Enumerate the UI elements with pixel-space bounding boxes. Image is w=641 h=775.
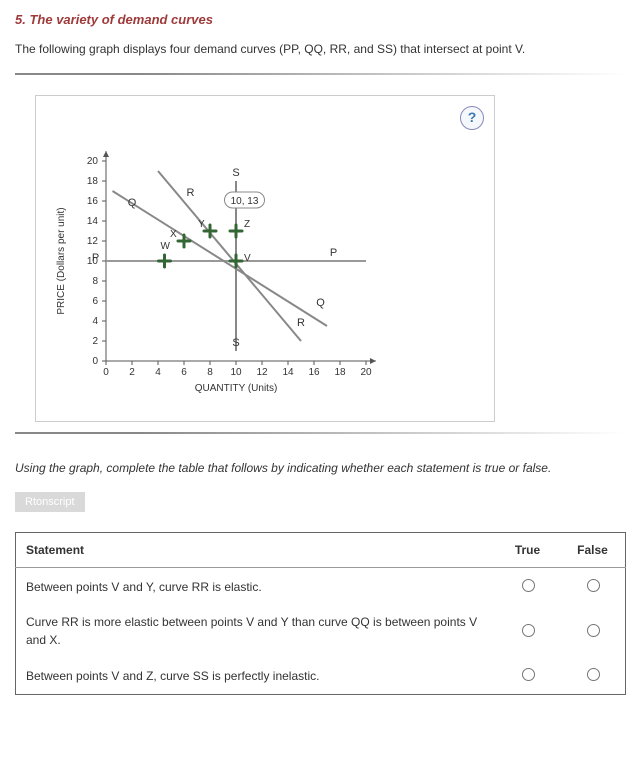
- svg-text:8: 8: [207, 367, 213, 378]
- true-cell: [495, 568, 560, 606]
- svg-text:16: 16: [308, 367, 320, 378]
- svg-text:2: 2: [129, 367, 135, 378]
- statement-cell: Between points V and Z, curve SS is perf…: [16, 657, 496, 695]
- radio-false[interactable]: [587, 579, 600, 592]
- svg-text:6: 6: [181, 367, 187, 378]
- svg-text:0: 0: [92, 356, 98, 367]
- svg-text:18: 18: [87, 176, 99, 187]
- svg-text:PRICE (Dollars per unit): PRICE (Dollars per unit): [56, 207, 67, 314]
- radio-true[interactable]: [522, 668, 535, 681]
- svg-text:W: W: [161, 241, 171, 252]
- divider-bottom: [15, 432, 626, 434]
- true-false-table: Statement True False Between points V an…: [15, 532, 626, 695]
- svg-text:10: 10: [230, 367, 242, 378]
- svg-text:P: P: [92, 252, 99, 264]
- svg-text:18: 18: [334, 367, 346, 378]
- svg-text:Y: Y: [198, 219, 205, 230]
- question-title: 5. The variety of demand curves: [15, 10, 626, 30]
- table-row: Between points V and Y, curve RR is elas…: [16, 568, 626, 606]
- svg-text:6: 6: [92, 296, 98, 307]
- plot-area[interactable]: 0246810121416182002468101214161820PRICE …: [46, 141, 474, 406]
- question-heading: The variety of demand curves: [29, 12, 213, 27]
- svg-text:8: 8: [92, 276, 98, 287]
- svg-text:12: 12: [256, 367, 268, 378]
- divider-top: [15, 73, 626, 75]
- false-cell: [560, 568, 626, 606]
- svg-text:P: P: [330, 247, 337, 259]
- radio-true[interactable]: [522, 624, 535, 637]
- radio-true[interactable]: [522, 579, 535, 592]
- statement-cell: Curve RR is more elastic between points …: [16, 605, 496, 657]
- svg-text:Q: Q: [128, 197, 137, 209]
- col-false: False: [560, 533, 626, 568]
- svg-text:R: R: [187, 187, 195, 199]
- svg-text:4: 4: [92, 316, 98, 327]
- svg-text:Q: Q: [316, 297, 325, 309]
- table-row: Between points V and Z, curve SS is perf…: [16, 657, 626, 695]
- svg-text:10, 13: 10, 13: [231, 196, 259, 207]
- false-cell: [560, 657, 626, 695]
- question-number: 5.: [15, 12, 26, 27]
- svg-text:12: 12: [87, 236, 99, 247]
- svg-text:S: S: [232, 337, 239, 349]
- svg-text:16: 16: [87, 196, 99, 207]
- svg-text:QUANTITY (Units): QUANTITY (Units): [195, 383, 278, 394]
- help-icon[interactable]: ?: [460, 106, 484, 130]
- svg-text:14: 14: [282, 367, 294, 378]
- svg-text:X: X: [170, 229, 177, 240]
- transcript-button[interactable]: Rtonscript: [15, 492, 85, 513]
- svg-text:4: 4: [155, 367, 161, 378]
- instruction-text: Using the graph, complete the table that…: [15, 459, 626, 477]
- statement-cell: Between points V and Y, curve RR is elas…: [16, 568, 496, 606]
- svg-text:R: R: [297, 317, 305, 329]
- svg-text:V: V: [244, 253, 251, 264]
- false-cell: [560, 605, 626, 657]
- svg-text:S: S: [232, 167, 239, 179]
- radio-false[interactable]: [587, 668, 600, 681]
- col-statement: Statement: [16, 533, 496, 568]
- radio-false[interactable]: [587, 624, 600, 637]
- svg-text:20: 20: [360, 367, 372, 378]
- col-true: True: [495, 533, 560, 568]
- svg-text:Z: Z: [244, 219, 250, 230]
- svg-text:2: 2: [92, 336, 98, 347]
- svg-text:0: 0: [103, 367, 109, 378]
- true-cell: [495, 605, 560, 657]
- svg-text:14: 14: [87, 216, 99, 227]
- svg-text:20: 20: [87, 156, 99, 167]
- intro-text: The following graph displays four demand…: [15, 40, 626, 58]
- chart-container: ? 0246810121416182002468101214161820PRIC…: [35, 95, 495, 422]
- true-cell: [495, 657, 560, 695]
- table-row: Curve RR is more elastic between points …: [16, 605, 626, 657]
